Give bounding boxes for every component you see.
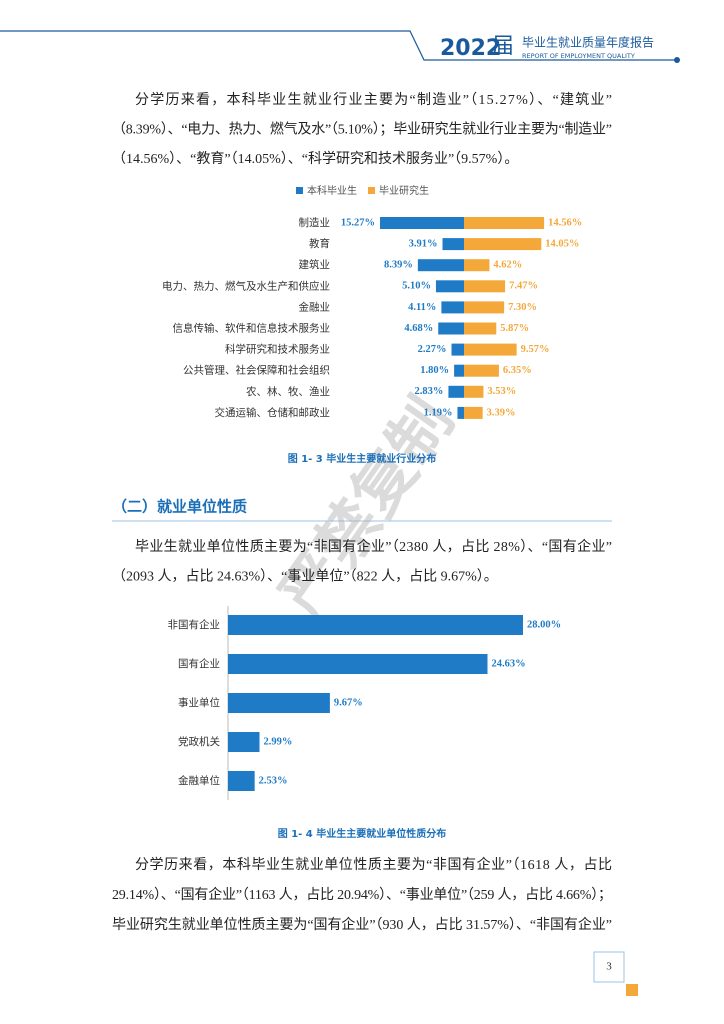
bar [228, 771, 255, 791]
value-label: 3.39% [487, 407, 516, 418]
category-label: 党政机关 [178, 735, 220, 748]
bar [380, 217, 464, 229]
category-label: 科学研究和技术服务业 [225, 343, 330, 356]
paragraph-line: 分学历来看，本科毕业生就业行业主要为“制造业”（15.27%）、“建筑业” [135, 92, 612, 108]
value-label: 2.83% [415, 386, 444, 397]
bar [464, 238, 542, 251]
paragraph-line: 分学历来看，本科毕业生就业单位性质主要为“非国有企业”（1618 人，占比 [135, 856, 612, 873]
bar [464, 406, 483, 419]
category-label: 金融业 [299, 300, 331, 313]
value-label: 5.10% [402, 281, 431, 292]
bar [435, 280, 464, 293]
bar [464, 217, 545, 229]
value-label: 6.35% [503, 365, 532, 376]
category-label: 制造业 [299, 216, 331, 229]
section-heading: （二）就业单位性质 [112, 498, 247, 516]
value-label: 24.63% [491, 658, 525, 669]
value-label: 2.99% [264, 736, 293, 747]
paragraph-line: 29.14%）、“国有企业”（1163 人，占比 20.94%）、“事业单位”（… [112, 886, 612, 903]
value-label: 1.80% [420, 365, 449, 376]
watermark: 严禁复制 [265, 385, 467, 630]
corner-square [626, 984, 638, 996]
bar [464, 280, 506, 293]
bar [464, 364, 499, 377]
chart-caption: 图 1- 3 毕业生主要就业行业分布 [288, 452, 437, 465]
category-label: 事业单位 [178, 696, 220, 709]
category-label: 信息传输、软件和信息技术服务业 [173, 322, 331, 335]
value-label: 1.19% [424, 407, 453, 418]
paragraph-line: 毕业生就业单位性质主要为“非国有企业”（2380 人，占比 28%）、“国有企业… [135, 538, 612, 555]
header-subtitle: REPORT OF EMPLOYMENT QUALITY [522, 52, 635, 60]
page-number: 3 [606, 961, 612, 973]
bar [441, 301, 464, 314]
header-suffix: 届 [492, 33, 514, 58]
value-label: 8.39% [384, 260, 413, 271]
bar [438, 322, 464, 335]
header-title: 毕业生就业质量年度报告 [522, 35, 654, 50]
paragraph-line: （14.56%）、“教育”（14.05%）、“科学研究和技术服务业”（9.57%… [112, 151, 518, 167]
value-label: 4.68% [404, 323, 433, 334]
category-label: 交通运输、仓储和邮政业 [215, 406, 331, 419]
page-number-box [593, 951, 625, 983]
header-year: 2022 [440, 36, 501, 61]
bar [228, 654, 488, 674]
value-label: 4.11% [408, 302, 436, 313]
category-label: 国有企业 [178, 657, 220, 670]
paragraph-line: （8.39%）、“电力、热力、燃气及水”（5.10%）；毕业研究生就业行业主要为… [112, 121, 612, 138]
bar [442, 238, 464, 251]
bar [228, 615, 523, 635]
chart-caption: 图 1- 4 毕业生主要就业单位性质分布 [278, 827, 447, 840]
value-label: 9.57% [521, 344, 550, 355]
bar [228, 732, 260, 752]
header-dot [674, 57, 680, 63]
bar [464, 259, 490, 272]
bar [464, 301, 505, 314]
bar [464, 385, 484, 398]
header-line [0, 30, 676, 61]
value-label: 15.27% [341, 217, 375, 228]
value-label: 2.53% [259, 775, 288, 786]
value-label: 14.56% [548, 217, 582, 228]
value-label: 14.05% [545, 239, 579, 250]
bar [457, 406, 464, 419]
value-label: 5.87% [500, 323, 529, 334]
paragraph-line: 毕业研究生就业单位性质主要为“国有企业”（930 人，占比 31.57%）、“非… [112, 916, 612, 933]
bar [464, 343, 517, 356]
bar [448, 385, 464, 398]
value-label: 2.27% [418, 344, 447, 355]
legend-swatch [368, 187, 375, 194]
bar [451, 343, 464, 356]
category-label: 电力、热力、燃气及水生产和供应业 [162, 279, 330, 292]
legend-label: 毕业研究生 [379, 184, 429, 197]
category-label: 教育 [309, 237, 330, 250]
value-label: 3.91% [409, 239, 438, 250]
bar [464, 322, 497, 335]
value-label: 9.67% [334, 697, 363, 708]
category-label: 建筑业 [299, 258, 331, 271]
value-label: 4.62% [493, 260, 522, 271]
value-label: 28.00% [527, 619, 561, 630]
value-label: 3.53% [487, 386, 516, 397]
bar [228, 693, 330, 713]
category-label: 农、林、牧、渔业 [246, 385, 330, 398]
category-label: 公共管理、社会保障和社会组织 [183, 364, 330, 377]
category-label: 非国有企业 [168, 618, 221, 631]
paragraph-line: （2093 人，占比 24.63%）、“事业单位”（822 人，占比 9.67%… [112, 569, 498, 585]
value-label: 7.47% [509, 281, 538, 292]
legend-swatch [296, 187, 303, 194]
bar [454, 364, 464, 377]
legend-label: 本科毕业生 [307, 184, 357, 197]
bar [417, 259, 464, 272]
value-label: 7.30% [508, 302, 537, 313]
category-label: 金融单位 [178, 774, 220, 787]
